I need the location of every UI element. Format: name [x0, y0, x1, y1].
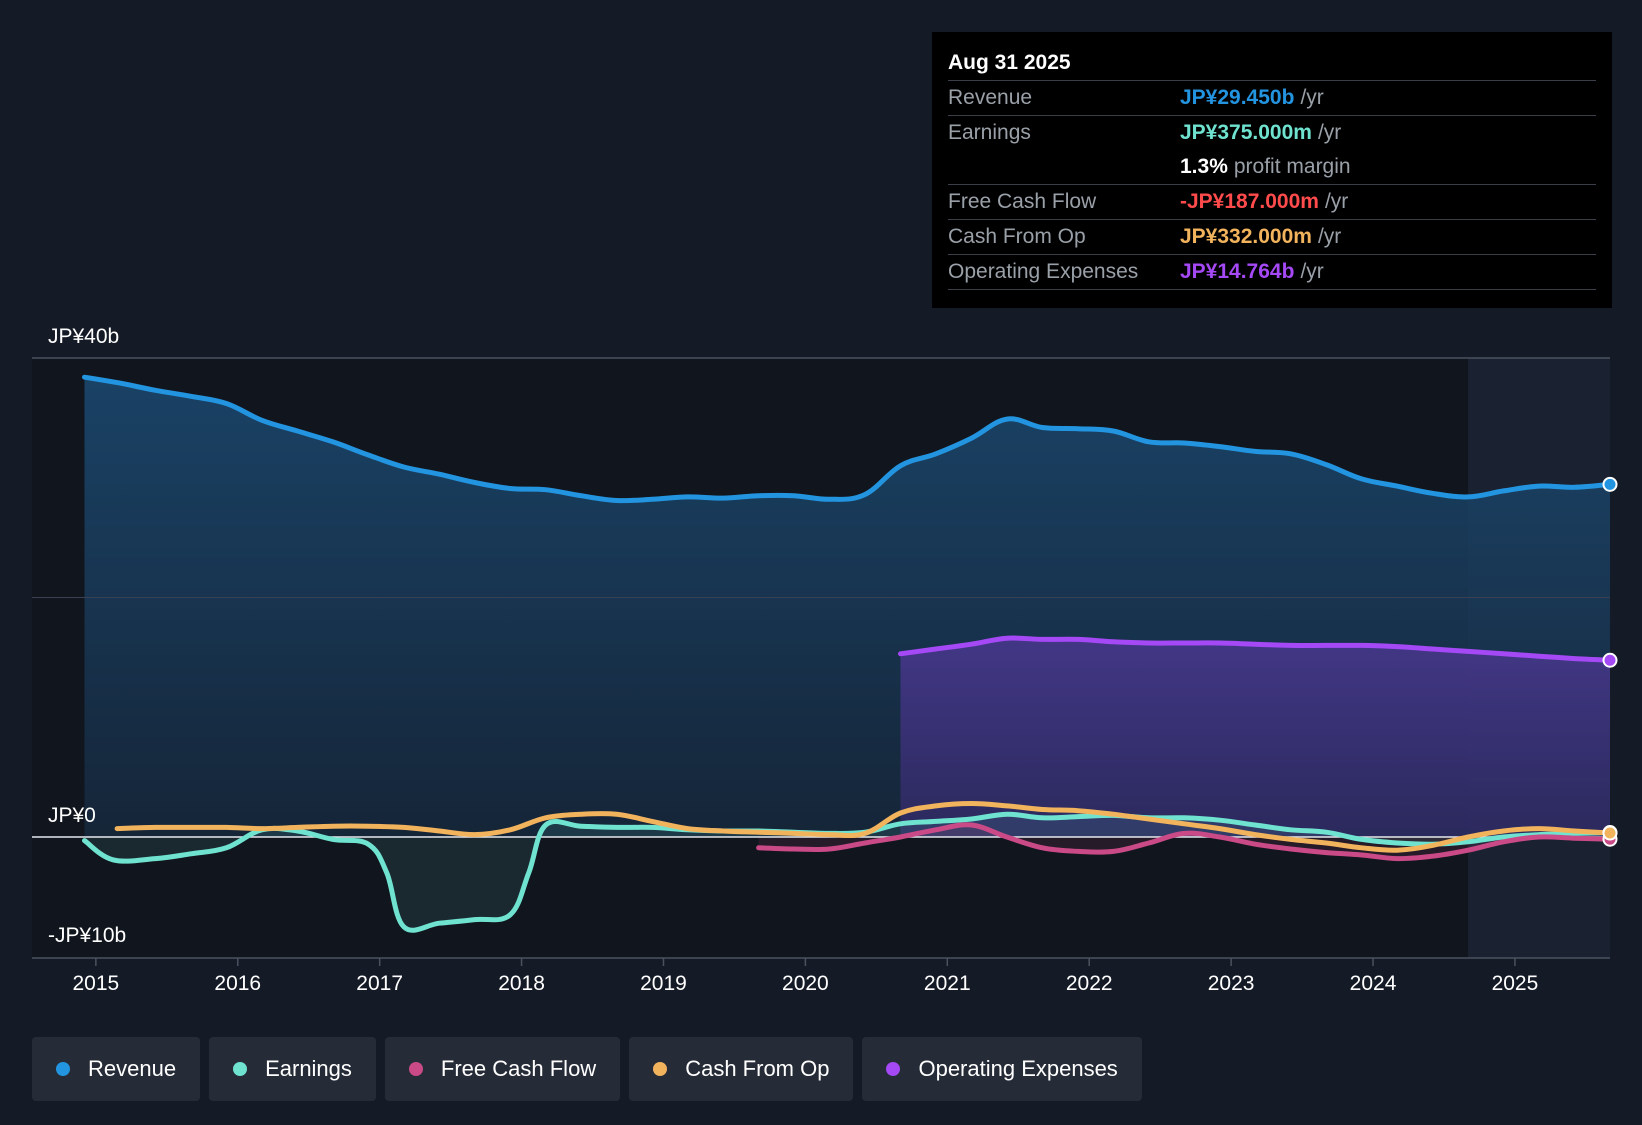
x-tick-label: 2024 [1350, 972, 1397, 995]
legend-item-revenue[interactable]: Revenue [32, 1037, 201, 1101]
marker-cash-from-op [1602, 825, 1618, 841]
legend-item-free-cash-flow[interactable]: Free Cash Flow [384, 1037, 621, 1101]
tooltip-unit-fcf: /yr [1324, 190, 1349, 213]
marker-operating-expenses [1602, 652, 1618, 668]
legend-label-operating-expenses: Operating Expenses [918, 1056, 1118, 1081]
marker-revenue [1602, 476, 1618, 492]
tooltip-row-revenue: Revenue JP¥29.450b /yr [948, 81, 1596, 116]
tooltip-value-cfo: JP¥332.000m [1180, 225, 1312, 248]
area-operating-expenses [900, 637, 1610, 837]
y-tick-label: JP¥0 [48, 804, 96, 827]
legend-label-revenue: Revenue [88, 1056, 177, 1081]
area-earnings [84, 814, 1610, 931]
legend-dot-earnings [233, 1062, 248, 1076]
tooltip-label-fcf: Free Cash Flow [948, 190, 1097, 213]
tooltip-value-fcf: -JP¥187.000m [1180, 190, 1319, 213]
legend-label-free-cash-flow: Free Cash Flow [440, 1056, 597, 1081]
tooltip-value-revenue: JP¥29.450b [1180, 86, 1295, 109]
tooltip-date: Aug 31 2025 [948, 46, 1596, 81]
tooltip-row-margin: 1.3% profit margin [948, 150, 1596, 185]
line-revenue [82, 374, 1613, 504]
tooltip-margin-value: 1.3% [1180, 155, 1228, 178]
line-cash-from-op [114, 801, 1613, 853]
tooltip-label-cfo: Cash From Op [948, 225, 1086, 248]
y-axis-labels: JP¥40b JP¥0 -JP¥10b [48, 325, 126, 947]
legend-dot-operating-expenses [886, 1062, 901, 1076]
x-axis-labels: 2015 2016 2017 2018 2019 2020 2021 2022 2023 2024… [72, 958, 1538, 995]
x-tick-label: 2022 [1066, 972, 1113, 995]
legend-dot-free-cash-flow [408, 1062, 423, 1076]
tooltip-label-revenue: Revenue [948, 86, 1033, 109]
tooltip-label-opex: Operating Expenses [948, 260, 1139, 283]
x-tick-label: 2023 [1208, 972, 1255, 995]
tooltip-label-earnings: Earnings [948, 121, 1031, 144]
series-fills [84, 377, 1610, 931]
tooltip-panel: Aug 31 2025 Revenue JP¥29.450b /yr Earni… [932, 32, 1612, 308]
legend-item-operating-expenses[interactable]: Operating Expenses [862, 1037, 1142, 1101]
x-tick-label: 2021 [924, 972, 971, 995]
end-markers [1602, 476, 1618, 847]
tooltip-unit-revenue: /yr [1300, 86, 1324, 109]
line-free-cash-flow [756, 822, 1613, 862]
tooltip-row-earnings: Earnings JP¥375.000m /yr [948, 116, 1596, 150]
tooltip-unit-cfo: /yr [1317, 225, 1342, 248]
line-operating-expenses [898, 635, 1613, 663]
tooltip-unit-opex: /yr [1300, 260, 1324, 283]
y-tick-label: JP¥40b [48, 325, 119, 348]
x-tick-label: 2017 [356, 972, 403, 995]
tooltip-value-earnings: JP¥375.000m [1180, 121, 1312, 144]
tooltip-row-cfo: Cash From Op JP¥332.000m /yr [948, 220, 1596, 255]
tooltip-value-opex: JP¥14.764b [1180, 260, 1295, 283]
tooltip-row-opex: Operating Expenses JP¥14.764b /yr [948, 255, 1596, 290]
x-tick-label: 2018 [498, 972, 545, 995]
tooltip-margin-text: profit margin [1233, 155, 1351, 178]
x-tick-label: 2015 [72, 972, 119, 995]
legend-item-earnings[interactable]: Earnings [209, 1037, 376, 1101]
x-tick-label: 2019 [640, 972, 687, 995]
tooltip-unit-earnings: /yr [1317, 121, 1342, 144]
x-tick-label: 2025 [1492, 972, 1539, 995]
x-tick-label: 2020 [782, 972, 829, 995]
legend-dot-revenue [56, 1062, 70, 1076]
x-tick-label: 2016 [214, 972, 261, 995]
y-tick-label: -JP¥10b [48, 924, 126, 947]
legend-item-cash-from-op[interactable]: Cash From Op [629, 1037, 854, 1101]
legend-label-earnings: Earnings [265, 1056, 352, 1081]
tooltip-row-fcf: Free Cash Flow -JP¥187.000m /yr [948, 185, 1596, 220]
legend-label-cash-from-op: Cash From Op [685, 1056, 830, 1081]
legend: Revenue Earnings Free Cash Flow Cash Fro… [32, 1037, 1142, 1101]
legend-dot-cash-from-op [653, 1062, 668, 1076]
series-lines [82, 374, 1613, 933]
